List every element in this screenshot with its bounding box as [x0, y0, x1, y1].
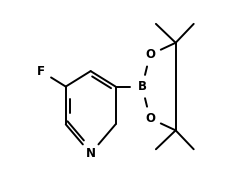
Text: F: F — [37, 65, 45, 78]
Text: O: O — [145, 112, 155, 125]
Text: B: B — [138, 80, 147, 93]
Text: N: N — [86, 147, 96, 160]
Text: O: O — [145, 48, 155, 61]
